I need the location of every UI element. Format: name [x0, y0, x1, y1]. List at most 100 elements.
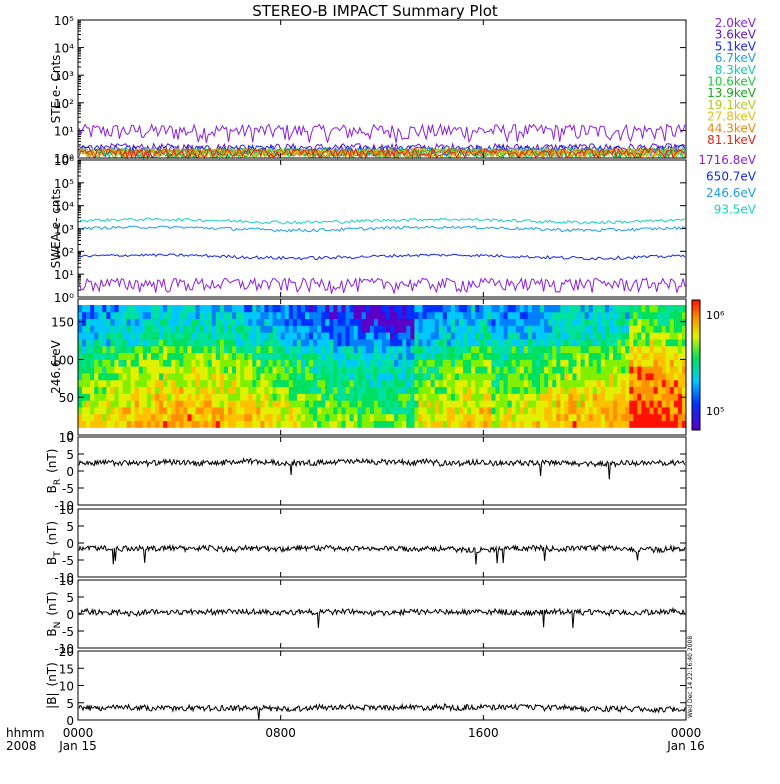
heatmap-cell — [300, 379, 306, 388]
heatmap-cell — [645, 305, 650, 313]
heatmap-cell — [357, 400, 363, 408]
heatmap-cell — [223, 359, 229, 367]
heatmap-cell — [645, 339, 650, 347]
heatmap-cell — [333, 386, 338, 394]
heatmap-cell — [503, 386, 509, 394]
heatmap-cell — [673, 332, 679, 340]
heatmap-cell — [386, 413, 391, 422]
heatmap-cell — [491, 352, 496, 360]
heatmap-cell — [207, 332, 213, 340]
heatmap-cell — [568, 305, 573, 313]
heatmap-cell — [134, 345, 140, 354]
heatmap-cell — [264, 373, 269, 381]
heatmap-cell — [576, 400, 582, 408]
heatmap-cell — [483, 345, 488, 354]
heatmap-cell — [454, 305, 460, 313]
heatmap-cell — [341, 359, 346, 367]
heatmap-cell — [604, 413, 610, 422]
heatmap-cell — [150, 305, 156, 313]
heatmap-cell — [426, 325, 432, 333]
heatmap-cell — [410, 318, 415, 326]
heatmap-cell — [142, 318, 148, 326]
heatmap-cell — [296, 345, 302, 354]
y-label-unit: (nT) — [45, 449, 59, 473]
heatmap-cell — [507, 325, 513, 333]
heatmap-cell — [544, 305, 549, 313]
heatmap-cell — [491, 305, 496, 313]
y-tick-label: 15 — [59, 662, 74, 676]
heatmap-cell — [540, 413, 545, 422]
y-axis-label: SWEA e- cnts — [49, 189, 63, 269]
heatmap-cell — [191, 318, 196, 326]
heatmap-cell — [426, 345, 432, 354]
heatmap-cell — [175, 400, 180, 408]
heatmap-cell — [657, 345, 663, 354]
heatmap-cell — [523, 366, 529, 374]
heatmap-cell — [414, 352, 419, 360]
heatmap-cell — [309, 420, 314, 428]
heatmap-cell — [276, 318, 282, 326]
heatmap-cell — [150, 379, 156, 388]
heatmap-cell — [337, 407, 342, 415]
heatmap-cell — [215, 352, 221, 360]
heatmap-cell — [531, 318, 537, 326]
heatmap-cell — [499, 366, 504, 374]
heatmap-cell — [475, 325, 480, 333]
heatmap-cell — [207, 393, 213, 401]
heatmap-cell — [207, 345, 213, 354]
heatmap-cell — [544, 379, 549, 388]
heatmap-cell — [475, 311, 480, 320]
heatmap-cell — [223, 379, 229, 388]
heatmap-cell — [313, 400, 318, 408]
heatmap-cell — [179, 413, 184, 422]
heatmap-cell — [649, 305, 654, 313]
heatmap-cell — [483, 318, 488, 326]
y-tick-label: 10 — [59, 680, 74, 694]
heatmap-cell — [203, 311, 209, 320]
heatmap-cell — [211, 352, 217, 360]
heatmap-cell — [215, 366, 221, 374]
heatmap-cell — [629, 379, 634, 388]
heatmap-cell — [617, 413, 622, 422]
heatmap-cell — [94, 407, 99, 415]
heatmap-cell — [548, 386, 553, 394]
heatmap-cell — [531, 339, 537, 347]
heatmap-cell — [150, 420, 156, 428]
heatmap-cell — [621, 420, 626, 428]
heatmap-cell — [645, 352, 650, 360]
heatmap-cell — [556, 305, 561, 313]
heatmap-cell — [568, 311, 573, 320]
heatmap-cell — [272, 386, 278, 394]
heatmap-cell — [146, 318, 152, 326]
heatmap-cell — [191, 373, 196, 381]
heatmap-cell — [167, 400, 172, 408]
heatmap-cell — [82, 359, 87, 367]
heatmap-cell — [519, 400, 525, 408]
heatmap-cell — [272, 345, 278, 354]
heatmap-cell — [527, 339, 533, 347]
heatmap-cell — [418, 373, 423, 381]
heatmap-cell — [600, 379, 606, 388]
heatmap-cell — [629, 373, 634, 381]
heatmap-cell — [677, 373, 683, 381]
heatmap-cell — [122, 352, 128, 360]
heatmap-cell — [641, 386, 646, 394]
heatmap-cell — [284, 325, 290, 333]
heatmap-cell — [256, 332, 261, 340]
heatmap-cell — [138, 373, 144, 381]
heatmap-cell — [519, 359, 525, 367]
heatmap-cell — [613, 413, 618, 422]
heatmap-cell — [232, 400, 237, 408]
heatmap-cell — [333, 318, 338, 326]
heatmap-cell — [94, 420, 99, 428]
heatmap-cell — [438, 379, 444, 388]
heatmap-cell — [681, 311, 687, 320]
heatmap-cell — [163, 379, 168, 388]
heatmap-cell — [215, 339, 221, 347]
heatmap-cell — [596, 407, 602, 415]
heatmap-cell — [422, 345, 427, 354]
heatmap-cell — [260, 379, 265, 388]
heatmap-cell — [240, 359, 245, 367]
heatmap-cell — [155, 407, 160, 415]
